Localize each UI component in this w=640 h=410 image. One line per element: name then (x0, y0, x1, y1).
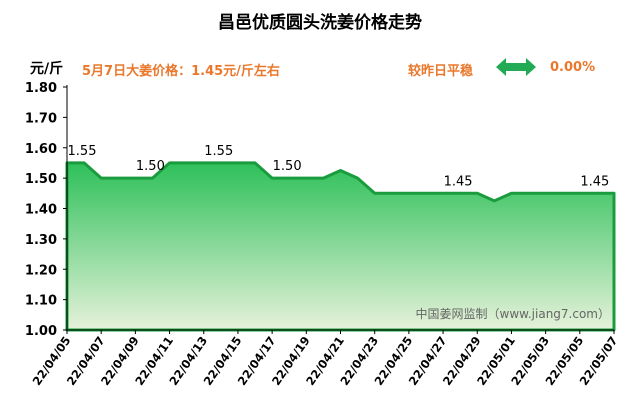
data-point (613, 192, 615, 194)
y-tick-label: 1.20 (25, 263, 57, 278)
data-point (562, 192, 564, 194)
data-point (425, 192, 427, 194)
y-tick-label: 1.40 (25, 203, 57, 218)
double-arrow-icon (496, 58, 536, 76)
y-tick-label: 1.80 (25, 81, 57, 96)
data-point (356, 177, 359, 179)
data-point (391, 192, 393, 194)
series-line (65, 161, 616, 332)
data-label: 1.50 (136, 159, 165, 174)
data-point (237, 162, 239, 164)
data-point (374, 192, 376, 194)
data-point (493, 200, 495, 202)
chart-title: 昌邑优质圆头洗姜价格走势 (218, 13, 422, 33)
y-tick-label: 1.10 (25, 294, 57, 309)
data-point (545, 192, 547, 194)
data-label: 1.55 (204, 144, 233, 159)
data-point (117, 177, 119, 179)
data-point (596, 192, 598, 194)
y-tick-label: 1.00 (25, 324, 57, 339)
data-point (271, 177, 273, 179)
compare-text: 较昨日平稳 (408, 64, 474, 79)
data-point (442, 192, 444, 194)
data-point (288, 177, 290, 179)
data-point (322, 177, 325, 179)
data-point (151, 177, 154, 179)
price-summary: 5月7日大姜价格：1.45元/斤左右 (82, 64, 280, 79)
y-tick-label: 1.60 (25, 142, 57, 157)
data-point (579, 192, 581, 194)
y-axis-unit: 元/斤 (30, 61, 64, 77)
compare-value: 0.00% (550, 60, 596, 75)
series-area (67, 162, 614, 330)
data-point (476, 192, 478, 194)
data-point (254, 162, 256, 164)
data-point (134, 177, 136, 179)
data-point (220, 162, 222, 164)
data-label: 1.55 (68, 144, 97, 159)
data-point (168, 162, 171, 164)
data-point (527, 192, 530, 194)
data-point (305, 177, 307, 179)
y-tick-label: 1.70 (25, 111, 57, 126)
watermark: 中国姜网监制（www.jiang7.com） (416, 306, 610, 321)
data-label: 1.45 (580, 174, 609, 189)
y-tick-label: 1.30 (25, 233, 57, 248)
data-point (186, 162, 188, 164)
data-point (83, 162, 85, 164)
data-point (510, 192, 513, 194)
data-point (100, 177, 102, 179)
data-point (459, 192, 461, 194)
data-point (339, 169, 342, 172)
data-label: 1.50 (273, 159, 302, 174)
data-point (408, 192, 410, 194)
y-tick-label: 1.50 (25, 172, 57, 187)
data-label: 1.45 (444, 174, 473, 189)
data-point (203, 162, 205, 164)
